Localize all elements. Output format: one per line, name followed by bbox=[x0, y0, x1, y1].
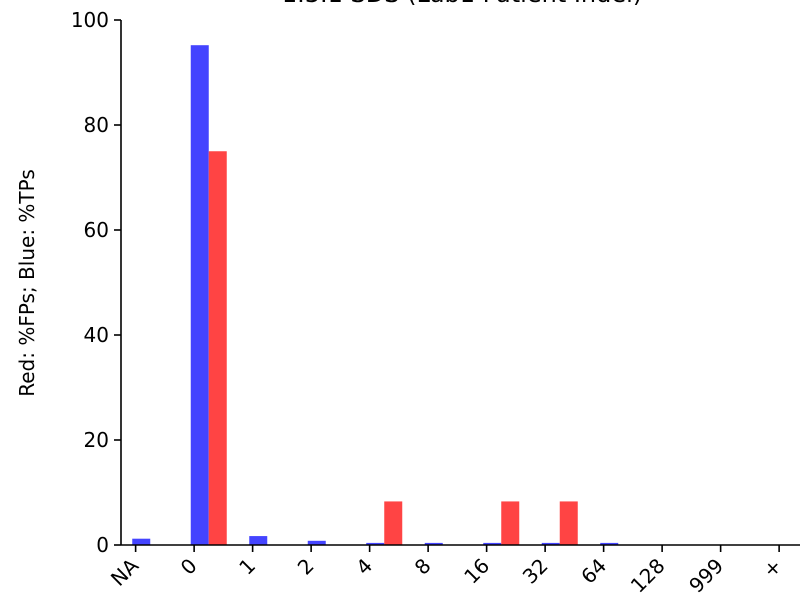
y-tick-label: 80 bbox=[84, 113, 109, 137]
x-axis: NA 0 1 2 4 8 16 32 64 128 999 + bbox=[106, 544, 800, 598]
blue-bar-0 bbox=[190, 45, 209, 545]
blue-bar-64 bbox=[600, 542, 619, 545]
y-tick-label: 60 bbox=[84, 218, 109, 242]
blue-bar-32 bbox=[541, 542, 560, 545]
x-tick-label: 32 bbox=[518, 554, 553, 589]
y-tick-label: 40 bbox=[84, 323, 109, 347]
red-bar-16 bbox=[501, 501, 520, 545]
y-axis: 0 20 40 60 80 100 bbox=[71, 8, 122, 557]
blue-bar-16 bbox=[483, 542, 502, 545]
blue-bar-8 bbox=[424, 542, 443, 545]
blue-bar-2 bbox=[307, 540, 326, 545]
y-tick-label: 100 bbox=[71, 8, 109, 32]
x-tick-label: + bbox=[758, 554, 787, 583]
blue-bar-4 bbox=[366, 542, 385, 545]
bars bbox=[132, 45, 619, 545]
y-tick-label: 20 bbox=[84, 428, 109, 452]
x-tick-label: 8 bbox=[410, 554, 436, 580]
x-tick-label: 999 bbox=[684, 554, 728, 598]
red-bar-4 bbox=[384, 501, 403, 545]
x-tick-label: 2 bbox=[293, 554, 319, 580]
x-tick-label: 0 bbox=[176, 554, 202, 580]
red-bar-32 bbox=[559, 501, 578, 545]
x-tick-label: 16 bbox=[459, 554, 494, 589]
y-tick-label: 0 bbox=[96, 533, 109, 557]
x-tick-label: 128 bbox=[626, 554, 670, 598]
chart-title: 1.3.1 SDS (Lab1 Patient Indel) bbox=[282, 0, 642, 8]
x-tick-label: 1 bbox=[234, 554, 260, 580]
x-tick-label: NA bbox=[106, 553, 143, 590]
x-tick-label: 4 bbox=[351, 554, 377, 580]
y-axis-label: Red: %FPs; Blue: %TPs bbox=[15, 169, 39, 397]
blue-bar-NA bbox=[132, 538, 151, 545]
x-tick-label: 64 bbox=[576, 554, 611, 589]
red-bar-0 bbox=[208, 151, 227, 545]
blue-bar-1 bbox=[249, 536, 268, 545]
